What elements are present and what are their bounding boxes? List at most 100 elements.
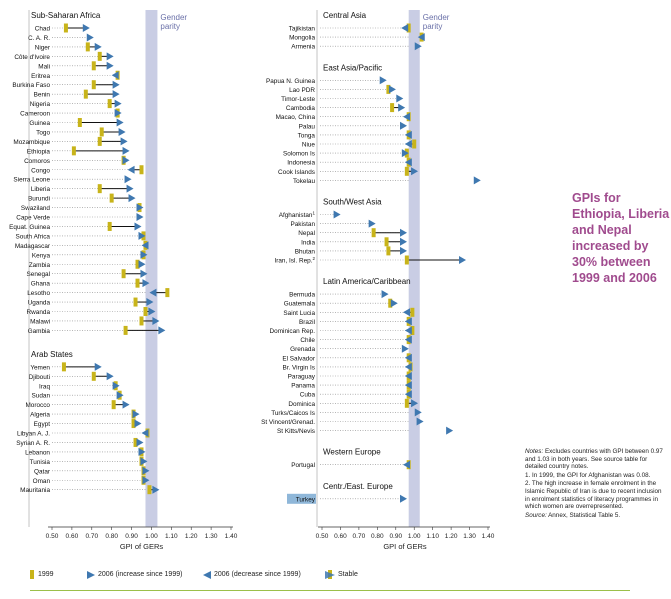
panel-left-parity-label-1: Gender — [160, 13, 187, 22]
panel-right-country-label: Dominica — [288, 401, 315, 408]
legend-decrease-label: 2006 (decrease since 1999) — [214, 571, 301, 578]
panel-right-x-tick-label: 0.70 — [353, 533, 366, 540]
callout-text: GPIs for Ethiopia, Liberia and Nepal inc… — [572, 191, 670, 285]
panel-left-country-label: Uganda — [28, 300, 51, 307]
panel-left-x-tick-label: 1.40 — [225, 533, 238, 540]
panel-left-country-label: Congo — [31, 167, 50, 174]
panel-right-country-sup: 1 — [312, 211, 315, 216]
panel-left-marker-1999 — [97, 51, 102, 61]
panel-left-marker-1999 — [91, 371, 96, 381]
panel-right-marker-2006 — [388, 85, 396, 94]
panel-left-marker-1999 — [109, 193, 114, 203]
panel-left-marker-2006 — [111, 71, 119, 80]
panel-left-marker-1999 — [111, 400, 116, 410]
panel-left-marker-2006 — [114, 99, 122, 108]
panel-left-marker-2006 — [122, 146, 130, 155]
panel-left-country-label: Nigeria — [30, 101, 51, 108]
panel-left-country-label: Yemen — [30, 364, 50, 371]
panel-right-group-title: Centr./East. Europe — [323, 482, 393, 491]
panel-left-marker-2006 — [136, 213, 144, 221]
panel-right-marker-1999 — [384, 237, 389, 247]
legend-1999-marker — [30, 570, 34, 579]
panel-left-marker-2006 — [148, 307, 156, 316]
panel-left-parity-band — [145, 10, 158, 527]
panel-left-country-label: Libyan A. J. — [17, 431, 50, 438]
legend-1999-label: 1999 — [38, 571, 54, 578]
panel-left-country-label: Eritrea — [31, 73, 50, 80]
panel-right-country-label: Lao PDR — [289, 87, 315, 94]
panel-left-marker-1999 — [131, 419, 136, 429]
panel-left-country-label: Algeria — [30, 412, 50, 419]
panel-left-marker-2006 — [122, 156, 130, 165]
panel-left-x-axis-label: GPI of GERs — [120, 542, 164, 551]
panel-left-marker-2006 — [122, 400, 130, 409]
panel-right-marker-2006 — [404, 362, 412, 371]
panel-left-marker-2006 — [134, 222, 142, 231]
panel-right-country-label: Palau — [299, 123, 316, 130]
panel-left-country-label: Cameroon — [20, 111, 50, 118]
panel-left-marker-2006 — [116, 391, 124, 400]
panel-left-x-tick-label: 0.70 — [85, 533, 98, 540]
panel-left-group-title: Arab States — [31, 350, 73, 359]
panel-right-country-label: Portugal — [291, 462, 315, 469]
panel-left-country-label: Gambia — [28, 328, 51, 335]
panel-left-marker-2006 — [106, 61, 114, 70]
panel-left-country-label: Senegal — [27, 271, 50, 278]
panel-left-marker-2006 — [140, 250, 148, 259]
legend: 1999 2006 (increase since 1999) 2006 (de… — [30, 569, 550, 583]
panel-right-marker-2006 — [401, 344, 409, 353]
panel-left-country-label: Madagascar — [15, 243, 51, 250]
panel-right-marker-2006 — [416, 417, 424, 426]
panel-right-marker-2006 — [400, 228, 407, 237]
panel-left-marker-2006 — [140, 269, 148, 278]
panel-left-country-label: Côte d'Ivoire — [14, 54, 50, 61]
panel-right-x-tick-label: 1.10 — [426, 533, 439, 540]
panel-right-country-label: Pakistan — [290, 221, 315, 228]
panel-left-country-label: Chad — [35, 26, 51, 33]
notes-block: Notes: Excludes countries with GPI betwe… — [525, 448, 667, 520]
panel-right-x-tick-label: 0.80 — [371, 533, 384, 540]
bottom-rule — [30, 590, 630, 591]
panel-left-marker-1999 — [123, 325, 128, 335]
panel-left-country-label: Syrian A. R. — [16, 440, 50, 447]
panel-right-country-label: Turkey — [296, 496, 316, 503]
panel-left-marker-1999 — [97, 184, 102, 194]
panel-left-group-title: Sub-Saharan Africa — [31, 11, 101, 20]
panel-right-x-axis-label: GPI of GERs — [383, 542, 427, 551]
legend-increase-arrow-icon — [87, 571, 95, 579]
panel-left-marker-2006 — [152, 316, 160, 325]
panel-right-marker-2006 — [404, 372, 412, 380]
panel-left-country-label: Sudan — [32, 393, 51, 400]
panel-right-country-label: Nepal — [298, 230, 315, 237]
panel-right-country-label: Indonesia — [287, 160, 315, 167]
panel-left-marker-2006 — [134, 419, 142, 428]
panel-right-marker-2006 — [396, 94, 404, 103]
panel-right-country-label: Armenia — [291, 44, 315, 51]
panel-right-marker-2006 — [401, 149, 409, 158]
panel-left-marker-2006 — [142, 279, 150, 288]
panel-left-marker-1999 — [61, 362, 66, 372]
legend-increase-label: 2006 (increase since 1999) — [98, 571, 183, 578]
panel-right-x-tick-label: 1.00 — [408, 533, 421, 540]
panel-left-marker-2006 — [138, 447, 146, 456]
panel-right-country-label: El Salvador — [282, 355, 316, 362]
panel-right-country-label: Paraguay — [288, 374, 316, 381]
panel-right-marker-1999 — [410, 326, 415, 335]
panel-left-x-tick-label: 0.90 — [125, 533, 138, 540]
panel-left-parity-label-2: parity — [160, 22, 180, 31]
panel-right-country-label: Saint Lucia — [283, 310, 315, 317]
panel-right-country-label: Cuba — [300, 392, 316, 399]
panel-right-marker-1999 — [404, 255, 409, 265]
panel-right-group-title: Latin America/Caribbean — [323, 277, 411, 286]
panel-left-marker-2006 — [136, 203, 144, 212]
panel-right-country-label: Dominican Rep. — [270, 328, 316, 335]
panel-right-country-label: Iran, Isl. Rep.2 — [274, 256, 315, 265]
panel-left-country-label: Ethiopia — [27, 148, 51, 155]
panel-left-x-tick-label: 1.00 — [145, 533, 158, 540]
panel-left-marker-2006 — [126, 184, 134, 193]
panel-right-country-label: Bhutan — [295, 248, 316, 255]
panel-left-country-label: Tunisia — [30, 459, 51, 466]
panel-left-country-label: Malawi — [30, 318, 50, 325]
panel-left-country-label: Zambia — [29, 262, 51, 269]
panel-left-marker-2006 — [127, 165, 135, 174]
